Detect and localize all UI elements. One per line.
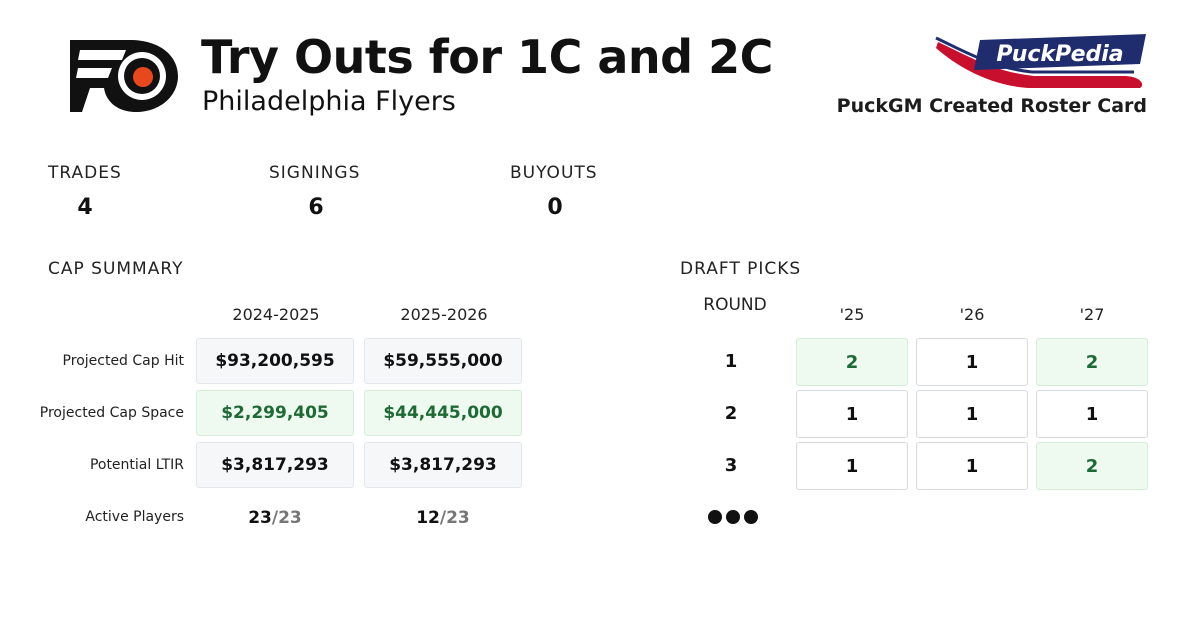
signings-label: SIGNINGS: [269, 163, 361, 183]
pick-cell: 1: [916, 338, 1028, 386]
trades-value: 4: [77, 195, 93, 220]
round-number: 3: [724, 455, 738, 476]
signings-value: 6: [308, 195, 324, 220]
puckpedia-logo-icon: PuckPedia: [935, 34, 1146, 88]
flyers-logo-icon: [70, 40, 178, 112]
round-number: 1: [724, 351, 738, 372]
brand-wordmark: PuckPedia: [996, 42, 1123, 67]
cap-space-cell: $44,445,000: [364, 390, 522, 436]
pick-cell: 1: [916, 390, 1028, 438]
trades-label: TRADES: [48, 163, 122, 183]
row-label-active-players: Active Players: [85, 509, 184, 525]
pick-cell: 1: [796, 442, 908, 490]
cap-space-cell: $2,299,405: [196, 390, 354, 436]
ltir-cell: $3,817,293: [196, 442, 354, 488]
year-header: '26: [959, 305, 985, 324]
active-count: 12: [416, 508, 440, 528]
year-header: '25: [839, 305, 865, 324]
active-max: /23: [271, 508, 302, 528]
cap-hit-cell: $93,200,595: [196, 338, 354, 384]
draft-picks-title: DRAFT PICKS: [680, 259, 802, 279]
pick-cell: 1: [916, 442, 1028, 490]
pick-cell: 2: [1036, 442, 1148, 490]
brand-caption: PuckGM Created Roster Card: [836, 95, 1147, 117]
pick-cell: 2: [1036, 338, 1148, 386]
pick-cell: 1: [796, 390, 908, 438]
page-title: Try Outs for 1C and 2C: [201, 30, 773, 84]
buyouts-value: 0: [547, 195, 563, 220]
row-label-cap-space: Projected Cap Space: [39, 405, 184, 421]
round-number: 2: [724, 403, 738, 424]
season-header: 2024-2025: [232, 305, 320, 324]
active-players-value: 12/23: [364, 508, 522, 528]
team-name: Philadelphia Flyers: [202, 86, 456, 117]
year-header: '27: [1079, 305, 1105, 324]
active-count: 23: [248, 508, 272, 528]
pick-cell: 2: [796, 338, 908, 386]
row-label-cap-hit: Projected Cap Hit: [62, 353, 184, 369]
buyouts-label: BUYOUTS: [510, 163, 598, 183]
ltir-cell: $3,817,293: [364, 442, 522, 488]
pick-cell: 1: [1036, 390, 1148, 438]
row-label-ltir: Potential LTIR: [89, 457, 184, 473]
active-players-value: 23/23: [196, 508, 354, 528]
cap-summary-title: CAP SUMMARY: [48, 259, 184, 279]
cap-hit-cell: $59,555,000: [364, 338, 522, 384]
season-header: 2025-2026: [400, 305, 488, 324]
more-rounds-dots-icon[interactable]: [708, 510, 758, 524]
round-header: ROUND: [703, 295, 767, 315]
active-max: /23: [439, 508, 470, 528]
